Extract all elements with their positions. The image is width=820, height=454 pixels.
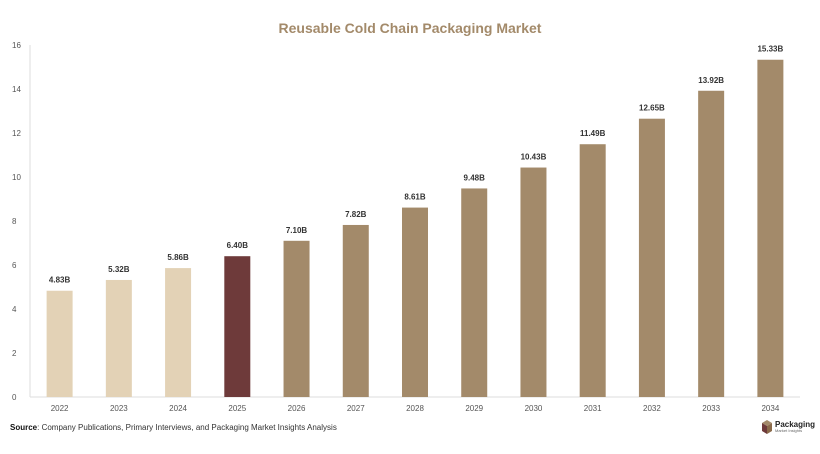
data-label-2027: 7.82B	[345, 210, 367, 219]
bar-2032	[638, 118, 665, 397]
data-label-2031: 11.49B	[580, 129, 606, 138]
y-tick-label: 2	[12, 349, 17, 358]
source-label: Source	[10, 423, 38, 432]
logo-subtitle: Market Insights	[775, 428, 803, 433]
x-tick-label-2032: 2032	[643, 404, 661, 413]
data-label-2029: 9.48B	[464, 173, 486, 182]
data-label-2028: 8.61B	[404, 193, 426, 202]
data-label-2022: 4.83B	[49, 276, 71, 285]
y-tick-label: 4	[12, 305, 17, 314]
x-tick-label-2034: 2034	[761, 404, 779, 413]
bar-2034	[757, 59, 784, 398]
data-label-2026: 7.10B	[286, 226, 308, 235]
source-note: Source: Company Publications, Primary In…	[10, 423, 337, 432]
x-tick-label-2026: 2026	[288, 404, 306, 413]
bar-2022	[46, 290, 73, 397]
y-tick-label: 10	[12, 173, 21, 182]
bar-2033	[698, 90, 725, 397]
bar-2025	[224, 256, 251, 397]
bar-2023	[105, 279, 132, 397]
x-tick-label-2025: 2025	[228, 404, 246, 413]
bar-2029	[461, 188, 488, 397]
data-label-2024: 5.86B	[167, 253, 189, 262]
bar-2028	[402, 207, 428, 397]
bar-2024	[165, 268, 192, 397]
y-tick-label: 14	[12, 85, 21, 94]
x-tick-label-2030: 2030	[525, 404, 543, 413]
box-logo-icon	[762, 420, 772, 434]
data-label-2025: 6.40B	[227, 241, 249, 250]
company-logo: Packaging Market Insights	[762, 420, 815, 434]
chart-title: Reusable Cold Chain Packaging Market	[278, 20, 542, 36]
data-label-2030: 10.43B	[521, 153, 547, 162]
bar-2030	[520, 167, 547, 397]
x-tick-label-2023: 2023	[110, 404, 128, 413]
y-tick-label: 16	[12, 41, 21, 50]
x-tick-label-2029: 2029	[465, 404, 483, 413]
x-tick-label-2024: 2024	[169, 404, 187, 413]
bar-2031	[579, 144, 606, 397]
y-tick-label: 6	[12, 261, 17, 270]
x-tick-label-2031: 2031	[584, 404, 602, 413]
y-tick-label: 12	[12, 129, 21, 138]
data-label-2023: 5.32B	[108, 265, 130, 274]
x-tick-label-2033: 2033	[702, 404, 720, 413]
logo-name: Packaging	[775, 420, 816, 429]
x-tick-label-2027: 2027	[347, 404, 365, 413]
data-label-2034: 15.33B	[757, 45, 783, 54]
data-label-2033: 13.92B	[698, 76, 724, 85]
x-tick-label-2022: 2022	[51, 404, 69, 413]
bar-2026	[283, 240, 310, 397]
bar-2027	[342, 224, 369, 397]
data-label-2032: 12.65B	[639, 104, 665, 113]
y-tick-label: 8	[12, 217, 17, 226]
y-tick-label: 0	[12, 393, 17, 402]
source-text: : Company Publications, Primary Intervie…	[37, 423, 337, 432]
x-tick-label-2028: 2028	[406, 404, 424, 413]
